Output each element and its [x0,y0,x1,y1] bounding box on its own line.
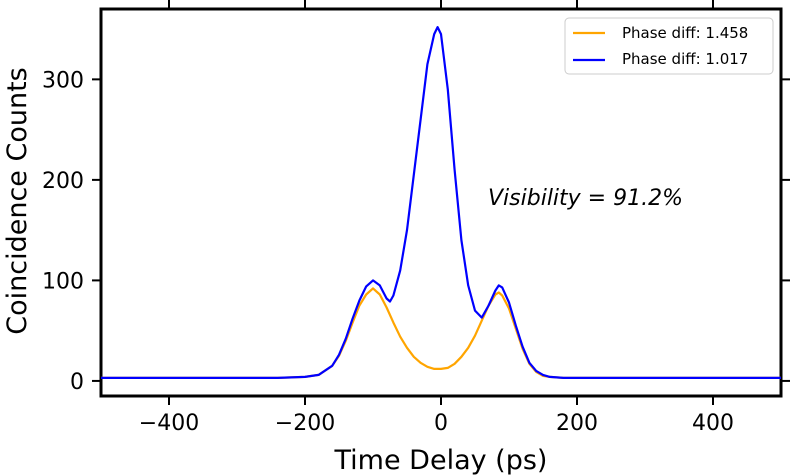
legend-label-0: Phase diff: 1.458 [622,24,748,42]
visibility-annotation: Visibility = 91.2% [488,186,683,211]
x-tick-label: 200 [556,411,598,436]
y-tick-labels: 0 100 200 300 [42,68,84,395]
x-tick-labels: −400 −200 0 200 400 [139,411,734,436]
x-tick-label: 0 [434,411,448,436]
y-tick-label: 300 [42,68,84,93]
y-tick-label: 100 [42,269,84,294]
ticks-layer [92,0,790,405]
series-layer [101,26,781,379]
legend-label-1: Phase diff: 1.017 [622,50,748,68]
y-tick-label: 0 [70,370,84,395]
legend-box [564,17,774,75]
x-tick-label: 400 [692,411,734,436]
x-tick-label: −200 [275,411,335,436]
series-line-1 [101,26,781,379]
x-tick-label: −400 [139,411,199,436]
x-axis-label: Time Delay (ps) [334,445,548,476]
legend: Phase diff: 1.458 Phase diff: 1.017 [564,17,774,75]
y-tick-label: 200 [42,169,84,194]
y-axis-label: Coincidence Counts [2,67,33,334]
